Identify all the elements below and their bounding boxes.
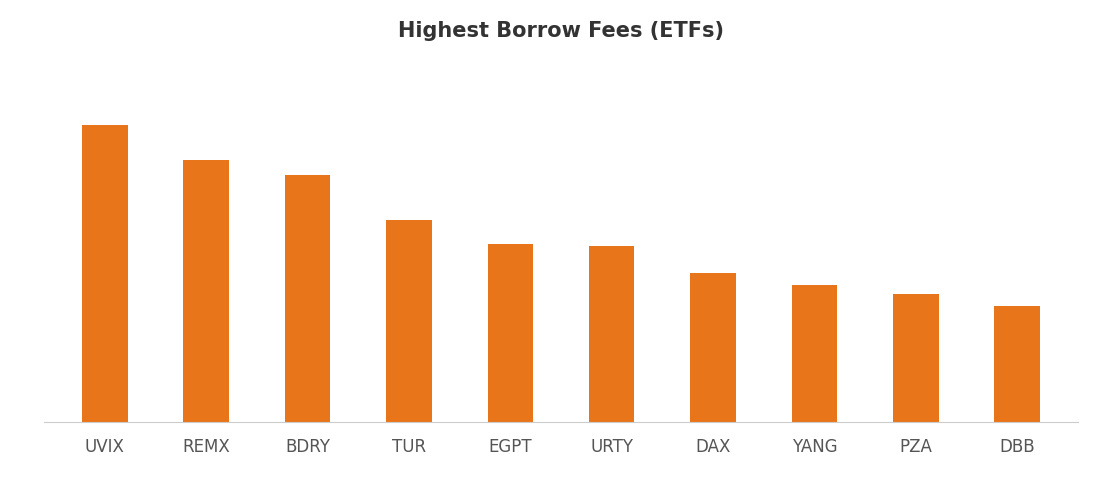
Title: Highest Borrow Fees (ETFs): Highest Borrow Fees (ETFs) xyxy=(398,21,724,41)
Bar xyxy=(82,125,128,422)
Bar xyxy=(792,285,837,422)
Bar xyxy=(994,306,1040,422)
Bar xyxy=(893,294,938,422)
Bar xyxy=(386,220,432,422)
Bar xyxy=(487,244,534,422)
Bar xyxy=(184,160,229,422)
Bar xyxy=(285,175,330,422)
Bar xyxy=(691,273,736,422)
Bar xyxy=(588,247,635,422)
